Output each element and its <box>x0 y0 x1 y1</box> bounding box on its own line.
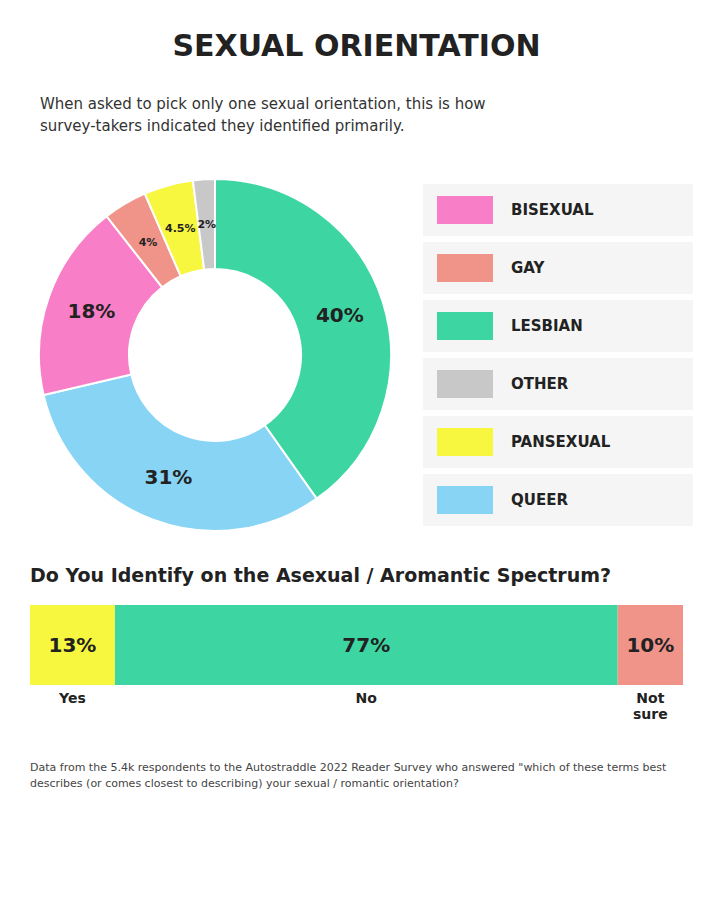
svg-text:Notsure: Notsure <box>633 690 668 722</box>
svg-text:40%: 40% <box>316 303 364 327</box>
html-text:PANSEXUAL: PANSEXUAL <box>511 433 611 451</box>
html-text:When asked to pick only one se: When asked to pick only one sexual orien… <box>40 95 486 135</box>
svg-text:No: No <box>356 690 378 706</box>
html-text:Do You Identify on the Asexual: Do You Identify on the Asexual / Aromant… <box>30 564 612 586</box>
svg-text:10%: 10% <box>626 633 674 657</box>
html-text:Data from the 5.4k respondents: Data from the 5.4k respondents to the Au… <box>30 761 667 790</box>
svg-text:31%: 31% <box>145 465 193 489</box>
svg-text:4%: 4% <box>139 236 158 249</box>
svg-text:13%: 13% <box>49 633 97 657</box>
svg-text:2%: 2% <box>197 218 216 231</box>
svg-text:18%: 18% <box>68 299 116 323</box>
svg-text:Yes: Yes <box>58 690 86 706</box>
svg-text:77%: 77% <box>342 633 390 657</box>
html-text:BISEXUAL: BISEXUAL <box>511 201 594 219</box>
html-text:OTHER: OTHER <box>511 375 569 393</box>
html-text:QUEER: QUEER <box>511 491 568 509</box>
svg-text:4.5%: 4.5% <box>165 222 196 235</box>
html-text:GAY: GAY <box>511 259 545 277</box>
html-text:LESBIAN: LESBIAN <box>511 317 583 335</box>
html-text:SEXUAL ORIENTATION: SEXUAL ORIENTATION <box>172 27 541 63</box>
